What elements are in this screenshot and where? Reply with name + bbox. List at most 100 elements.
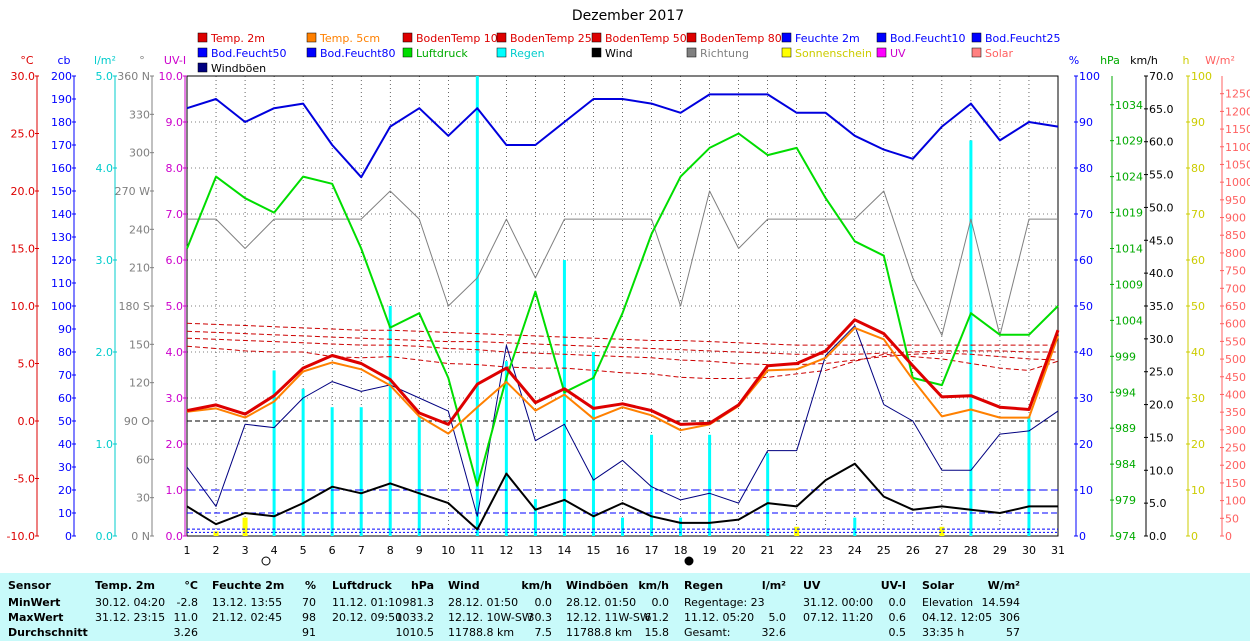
axis-tick-label: 850 (1225, 229, 1246, 242)
table-cell: 12.12. 10W-SW (448, 611, 533, 624)
axis-tick-label: 50 (1079, 300, 1093, 313)
table-row-label: MaxWert (8, 611, 64, 624)
rain-bar (766, 453, 770, 536)
table-cell: 31.12. 00:00 (803, 596, 874, 609)
axis-tick-label: 1000 (1225, 176, 1250, 189)
axis-tick-label: 700 (1225, 282, 1246, 295)
legend-swatch (496, 47, 507, 58)
table-cell: 33:35 h (922, 626, 965, 639)
axis-tick-label: 10 (1079, 484, 1093, 497)
axis-tick-label: 100 (1225, 495, 1246, 508)
rain-bar (272, 370, 276, 536)
legend-label: UV (890, 47, 906, 60)
x-tick-label: 29 (993, 544, 1007, 557)
axis-tick-label: 60 (1079, 254, 1093, 267)
axis-tick-label: 180 S (119, 300, 150, 313)
x-tick-label: 30 (1022, 544, 1036, 557)
axis-tick-label: 120 (129, 377, 150, 390)
legend-label: Bod.Feucht50 (211, 47, 287, 60)
axis-tick-label: 450 (1225, 371, 1246, 384)
axis-tick-label: 50 (1225, 512, 1239, 525)
table-cell: 306 (999, 611, 1020, 624)
axis-tick-label: 20.0 (11, 185, 36, 198)
legend-swatch (197, 32, 208, 43)
legend-label: Bod.Feucht10 (890, 32, 966, 45)
table-cell: 31.12. 23:15 (95, 611, 166, 624)
rain-bar (969, 140, 973, 536)
table-header: km/h (638, 579, 669, 592)
rain-bar (708, 434, 712, 536)
axis-tick-label: 9.0 (166, 116, 184, 129)
table-cell: 07.12. 11:20 (803, 611, 874, 624)
rain-bar (1027, 416, 1031, 536)
axis-tick-label: 200 (51, 70, 72, 83)
table-cell: 0.5 (888, 626, 907, 639)
table-header: % (304, 579, 316, 592)
axis-tick-label: 90 O (124, 415, 150, 428)
axis-tick-label: 500 (1225, 353, 1246, 366)
axis-tick-label: 160 (51, 162, 72, 175)
axis-tick-label: 150 (129, 338, 150, 351)
table-cell: 20.12. 09:50 (332, 611, 403, 624)
axis-tick-label: 5.0 (18, 358, 36, 371)
x-tick-label: 7 (358, 544, 365, 557)
axis-tick-label: 200 (1225, 459, 1246, 472)
axis-tick-label: 30 (1191, 392, 1205, 405)
x-tick-label: 26 (906, 544, 920, 557)
x-tick-label: 16 (616, 544, 630, 557)
axis-tick-label: 1100 (1225, 141, 1250, 154)
legend-label: Bod.Feucht80 (320, 47, 396, 60)
x-tick-label: 20 (732, 544, 746, 557)
legend-swatch (971, 32, 982, 43)
axis-unit-label: hPa (1100, 54, 1120, 67)
legend-swatch (686, 47, 697, 58)
axis-tick-label: 30 (136, 492, 150, 505)
axis-tick-label: 50 (1191, 300, 1205, 313)
legend-swatch (591, 32, 602, 43)
table-cell: 28.12. 01:50 (448, 596, 519, 609)
axis-tick-label: 45.0 (1149, 234, 1174, 247)
sunshine-bar (794, 526, 800, 536)
axis-tick-label: 800 (1225, 247, 1246, 260)
axis-tick-label: 25.0 (11, 128, 36, 141)
table-cell: 5.0 (768, 611, 787, 624)
table-cell: Regentage: 23 (684, 596, 765, 609)
x-tick-label: 31 (1051, 544, 1065, 557)
table-header: km/h (521, 579, 552, 592)
rain-bar (679, 517, 683, 536)
rain-bar (853, 517, 857, 536)
x-tick-label: 19 (703, 544, 717, 557)
axis-tick-label: 600 (1225, 318, 1246, 331)
legend-label: Luftdruck (416, 47, 468, 60)
table-header: Regen (684, 579, 724, 592)
table-cell: 7.5 (534, 626, 553, 639)
axis-unit-label: % (1069, 54, 1079, 67)
legend-swatch (402, 32, 413, 43)
legend-swatch (496, 32, 507, 43)
axis-tick-label: 35.0 (1149, 300, 1174, 313)
axis-tick-label: 15.0 (1149, 431, 1174, 444)
legend-label: Solar (985, 47, 1014, 60)
axis-tick-label: 2.0 (96, 346, 114, 359)
axis-tick-label: 240 (129, 223, 150, 236)
axis-tick-label: 20 (1191, 438, 1205, 451)
axis-tick-label: 40 (1191, 346, 1205, 359)
rain-bar (504, 361, 508, 536)
legend-label: Feuchte 2m (795, 32, 860, 45)
axis-tick-label: 80 (58, 346, 72, 359)
x-tick-label: 15 (586, 544, 600, 557)
legend-label: Sonnenschein (795, 47, 872, 60)
axis-unit-label: km/h (1130, 54, 1158, 67)
table-cell: 98 (302, 611, 316, 624)
axis-tick-label: 10 (1191, 484, 1205, 497)
legend-swatch (591, 47, 602, 58)
axis-tick-label: 1050 (1225, 158, 1250, 171)
x-tick-label: 21 (761, 544, 775, 557)
table-cell: 57 (1006, 626, 1020, 639)
series-wind (186, 462, 1058, 531)
axis-tick-label: 0.0 (18, 415, 36, 428)
table-cell: 11788.8 km (566, 626, 633, 639)
axis-tick-label: 20 (1079, 438, 1093, 451)
x-tick-label: 3 (242, 544, 249, 557)
legend-label: Temp. 2m (210, 32, 265, 45)
